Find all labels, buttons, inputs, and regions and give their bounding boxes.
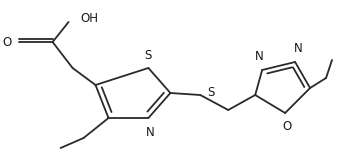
- Text: N: N: [294, 42, 302, 55]
- Text: N: N: [146, 126, 155, 139]
- Text: O: O: [2, 36, 12, 49]
- Text: OH: OH: [80, 13, 99, 25]
- Text: S: S: [145, 49, 152, 62]
- Text: N: N: [255, 50, 264, 63]
- Text: O: O: [282, 120, 292, 133]
- Text: S: S: [207, 87, 215, 99]
